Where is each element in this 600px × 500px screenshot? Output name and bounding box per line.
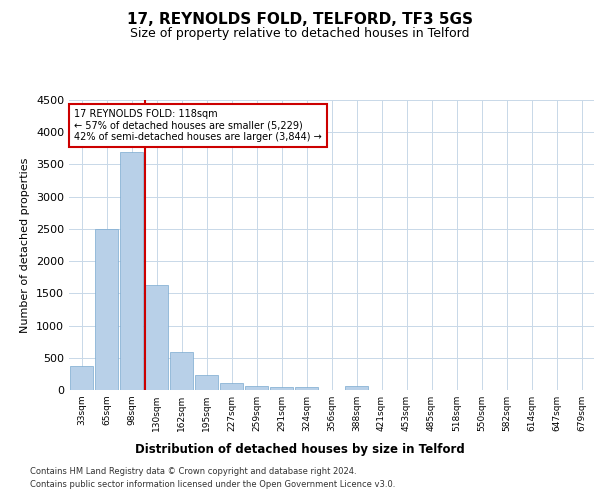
Bar bbox=[220, 383, 244, 390]
Bar bbox=[245, 386, 268, 390]
Y-axis label: Number of detached properties: Number of detached properties bbox=[20, 158, 31, 332]
Bar bbox=[145, 285, 169, 390]
Text: 17 REYNOLDS FOLD: 118sqm
← 57% of detached houses are smaller (5,229)
42% of sem: 17 REYNOLDS FOLD: 118sqm ← 57% of detach… bbox=[74, 108, 322, 142]
Bar bbox=[70, 366, 94, 390]
Text: Size of property relative to detached houses in Telford: Size of property relative to detached ho… bbox=[130, 28, 470, 40]
Bar bbox=[95, 229, 118, 390]
Bar bbox=[194, 375, 218, 390]
Bar bbox=[170, 352, 193, 390]
Bar bbox=[119, 152, 143, 390]
Bar bbox=[295, 387, 319, 390]
Text: 17, REYNOLDS FOLD, TELFORD, TF3 5GS: 17, REYNOLDS FOLD, TELFORD, TF3 5GS bbox=[127, 12, 473, 28]
Bar bbox=[269, 387, 293, 390]
Text: Contains public sector information licensed under the Open Government Licence v3: Contains public sector information licen… bbox=[30, 480, 395, 489]
Text: Contains HM Land Registry data © Crown copyright and database right 2024.: Contains HM Land Registry data © Crown c… bbox=[30, 468, 356, 476]
Text: Distribution of detached houses by size in Telford: Distribution of detached houses by size … bbox=[135, 442, 465, 456]
Bar bbox=[344, 386, 368, 390]
